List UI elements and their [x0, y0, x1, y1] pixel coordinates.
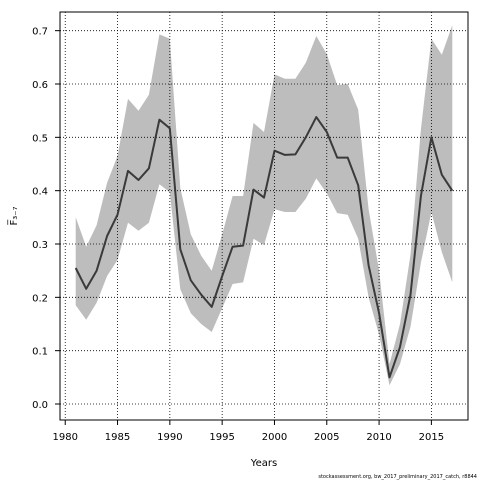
y-tick-label: 0.3 [32, 240, 48, 251]
series-line-layer [74, 116, 454, 379]
y-tick-label: 0.4 [32, 187, 48, 198]
y-tick-label: 0.1 [32, 347, 48, 358]
y-axis-title: F̅₃₋₇ [7, 206, 20, 225]
x-tick-label: 2010 [366, 432, 391, 443]
gridlines [60, 12, 468, 420]
series-line [74, 116, 454, 379]
x-tick-label: 1985 [105, 432, 130, 443]
y-tick-label: 0.5 [32, 133, 48, 144]
y-tick-label: 0.0 [32, 400, 48, 411]
confidence-band-layer [75, 25, 453, 386]
x-tick-label: 2000 [262, 432, 287, 443]
axes: 1980 1985 1990 1995 2000 2005 2010 2015 0.0 0.1 0.… [32, 11, 469, 443]
x-tick-label: 1980 [53, 432, 78, 443]
x-tick-label: 2015 [419, 432, 444, 443]
y-tick-label: 0.7 [32, 27, 48, 38]
x-tick-label: 2005 [314, 432, 339, 443]
y-tick-label: 0.6 [32, 80, 48, 91]
x-tick-label: 1995 [209, 432, 234, 443]
x-tick-label: 1990 [157, 432, 182, 443]
x-axis-title: Years [250, 458, 277, 469]
source-note: stockassessment.org, bw_2017_preliminary… [318, 474, 477, 480]
y-tick-label: 0.2 [32, 293, 48, 304]
plot-frame [59, 11, 469, 421]
confidence-band [75, 25, 453, 386]
